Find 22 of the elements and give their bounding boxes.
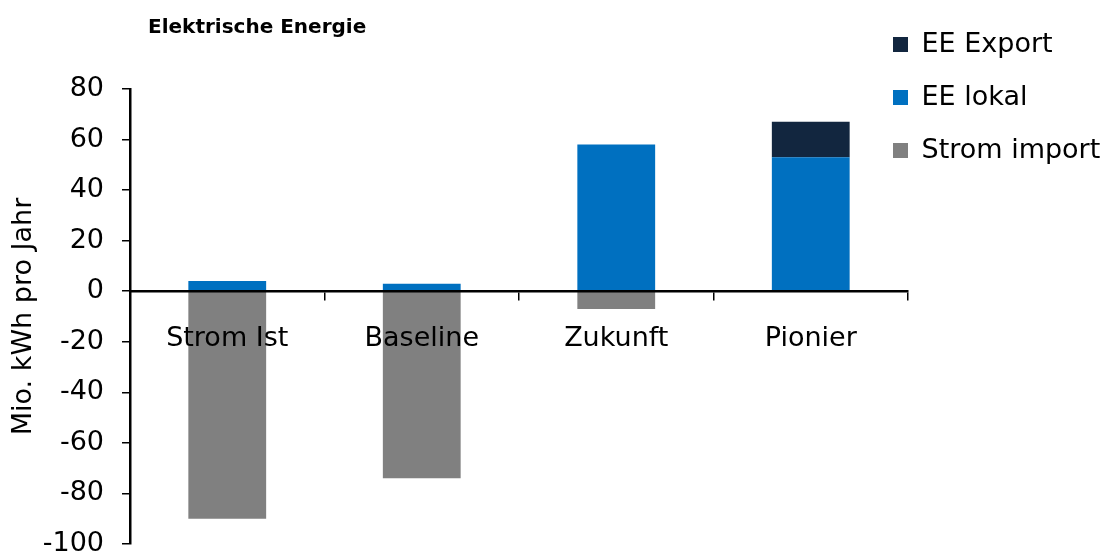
bar xyxy=(577,144,656,291)
y-tick-label: 20 xyxy=(69,222,104,254)
bar xyxy=(577,291,656,309)
x-tick-label: Zukunft xyxy=(564,321,669,353)
y-tick-label: 80 xyxy=(69,71,104,103)
chart-title: Elektrische Energie xyxy=(148,14,367,39)
x-tick-label: Pionier xyxy=(764,321,858,353)
y-tick-label: 0 xyxy=(86,273,104,305)
y-tick-label: -40 xyxy=(59,374,104,406)
legend-label: EE lokal xyxy=(921,79,1028,111)
legend-label: Strom import xyxy=(921,132,1101,164)
y-tick-label: -60 xyxy=(59,424,104,456)
y-tick-label: -20 xyxy=(59,323,104,355)
y-tick-label: 60 xyxy=(69,121,104,153)
y-tick-label: 40 xyxy=(69,172,104,204)
y-tick-label: -80 xyxy=(59,475,104,507)
bar xyxy=(771,121,850,158)
legend-label: EE Export xyxy=(921,26,1053,58)
bar xyxy=(771,157,850,291)
y-tick-label: -100 xyxy=(42,526,104,557)
y-axis-title: Mio. kWh pro Jahr xyxy=(6,196,38,436)
bar xyxy=(188,281,267,291)
